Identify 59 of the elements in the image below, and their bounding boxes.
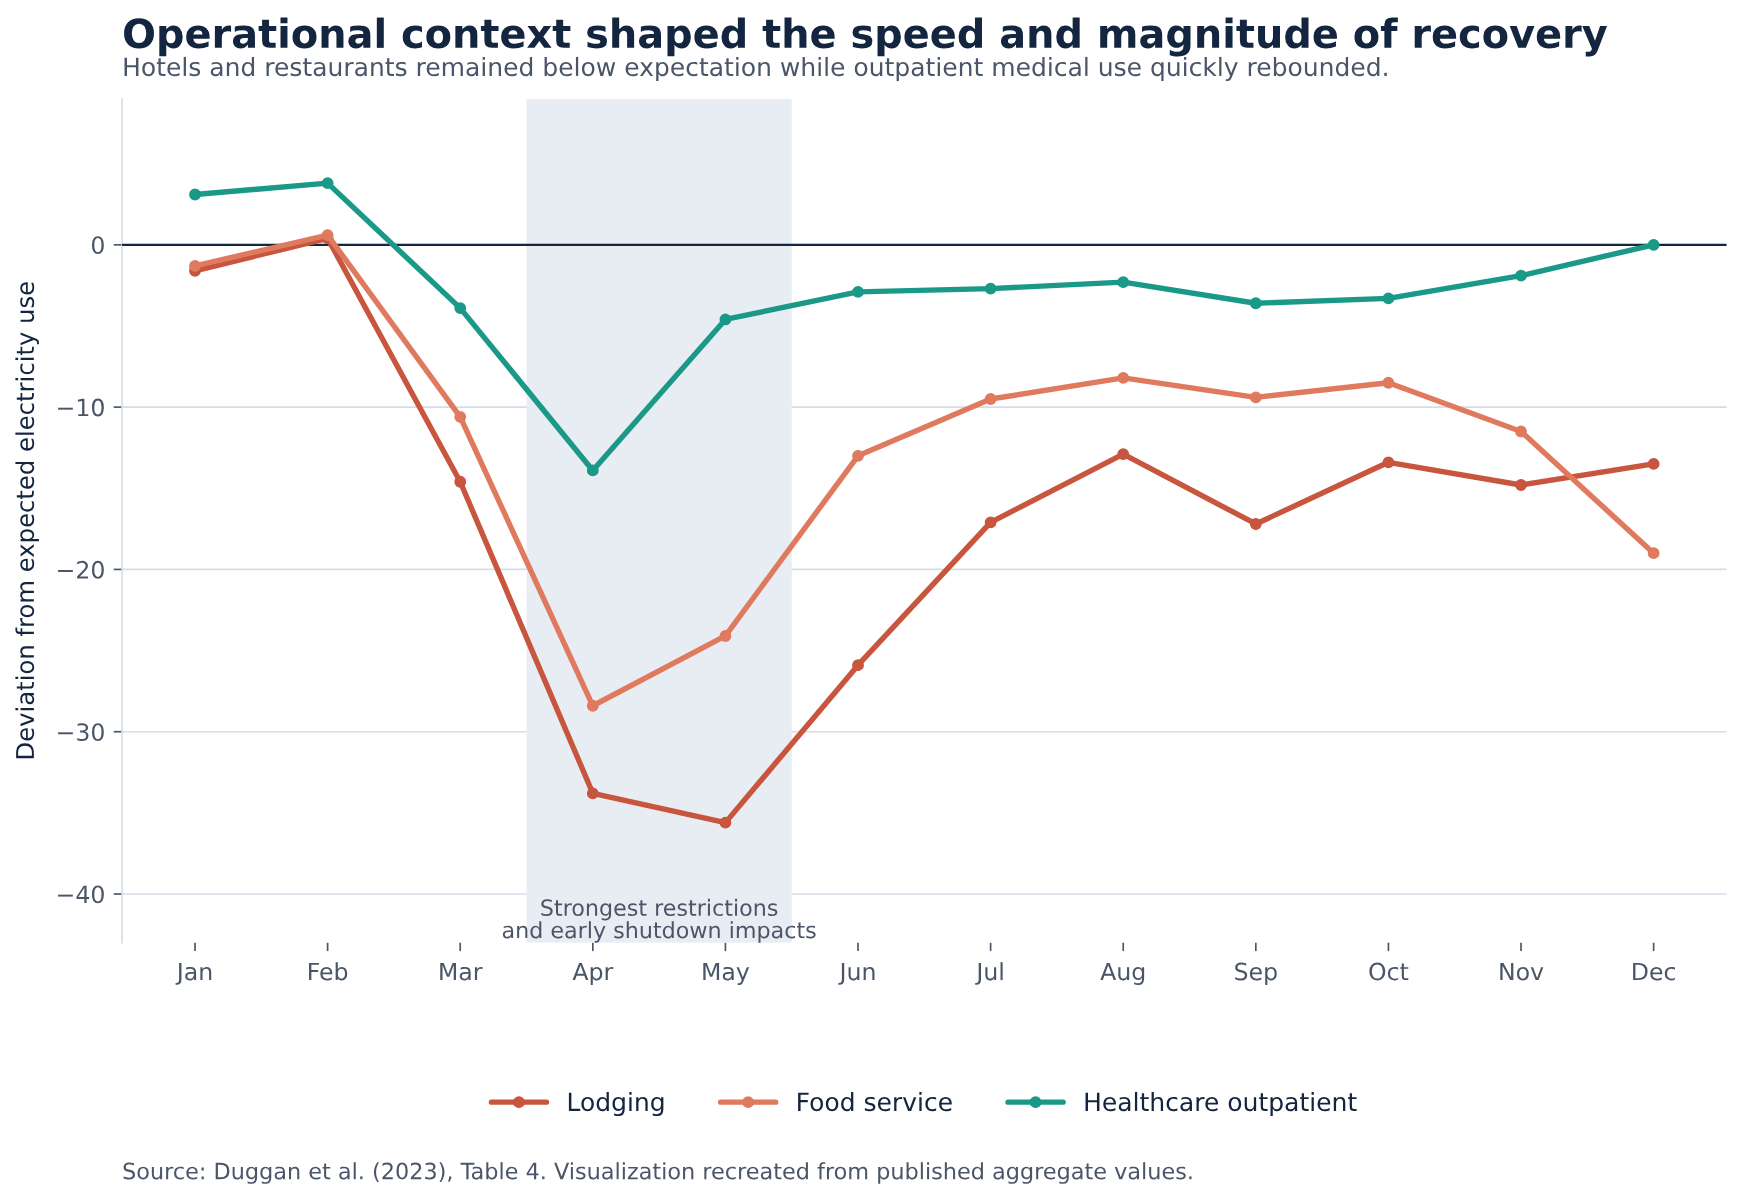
- x-tick-label: Aug: [1100, 962, 1145, 986]
- x-tick-label: May: [703, 962, 750, 986]
- point: [1647, 458, 1660, 470]
- point: [1382, 376, 1395, 389]
- point: [1249, 297, 1262, 310]
- point: [321, 177, 334, 190]
- point: [586, 464, 599, 477]
- point: [189, 260, 201, 272]
- point: [1117, 371, 1130, 384]
- legend-label: Lodging: [568, 1091, 664, 1117]
- x-tick-label: Sep: [1235, 962, 1277, 986]
- point: [454, 302, 467, 315]
- chart-title: Operational context shaped the speed and magnitude of recovery: [124, 17, 1608, 57]
- x-tick-label: Nov: [1500, 962, 1544, 981]
- point: [189, 188, 201, 201]
- y-tick-label: −20: [58, 560, 104, 579]
- y-tick-label: −10: [58, 398, 104, 417]
- point: [719, 630, 732, 642]
- point: [1117, 448, 1130, 461]
- point: [454, 475, 467, 488]
- chart-subtitle: Hotels and restaurants remained below expectation while outpatient medical use quickly rebounded.: [124, 56, 1387, 82]
- x-tick-label: Apr: [572, 962, 614, 986]
- point: [321, 229, 334, 241]
- point: [984, 516, 997, 529]
- band-label: Strongest restrictions and early shutdown impacts: [502, 898, 816, 943]
- x-tick-label: Mar: [440, 962, 483, 981]
- point: [1515, 425, 1527, 438]
- point: [1249, 518, 1262, 530]
- point: [1515, 479, 1527, 491]
- x-tick-label: Jul: [975, 962, 1003, 985]
- point: [1647, 547, 1660, 560]
- point: [719, 313, 732, 326]
- legend-label: Food service: [798, 1091, 952, 1112]
- y-tick-label: −40: [58, 885, 104, 904]
- point: [1249, 391, 1262, 404]
- point: [984, 393, 997, 405]
- point: [586, 699, 599, 712]
- x-tick-label: Jan: [175, 962, 212, 985]
- point: [852, 285, 864, 298]
- x-tick-label: Feb: [309, 962, 348, 981]
- legend-label: Healthcare outpatient: [1085, 1091, 1357, 1117]
- point: [1647, 238, 1660, 251]
- y-axis-title: Deviation from expected electricity use: [15, 282, 39, 759]
- point: [719, 816, 732, 829]
- x-tick-label: Jun: [838, 962, 875, 985]
- point: [984, 282, 997, 295]
- point: [1382, 456, 1395, 469]
- point: [1382, 292, 1395, 305]
- point: [852, 449, 864, 462]
- point: [1117, 276, 1130, 289]
- source-note: Source: Duggan et al. (2023), Table 4. Visualization recreated from published aggregate values.: [123, 1162, 1192, 1184]
- x-tick-label: Oct: [1369, 962, 1409, 981]
- y-tick-label: 0: [91, 236, 104, 255]
- point: [586, 787, 599, 800]
- x-tick-label: Dec: [1633, 962, 1676, 981]
- point: [454, 410, 467, 423]
- y-tick-label: −30: [58, 723, 104, 742]
- point: [1515, 269, 1527, 282]
- point: [852, 659, 864, 672]
